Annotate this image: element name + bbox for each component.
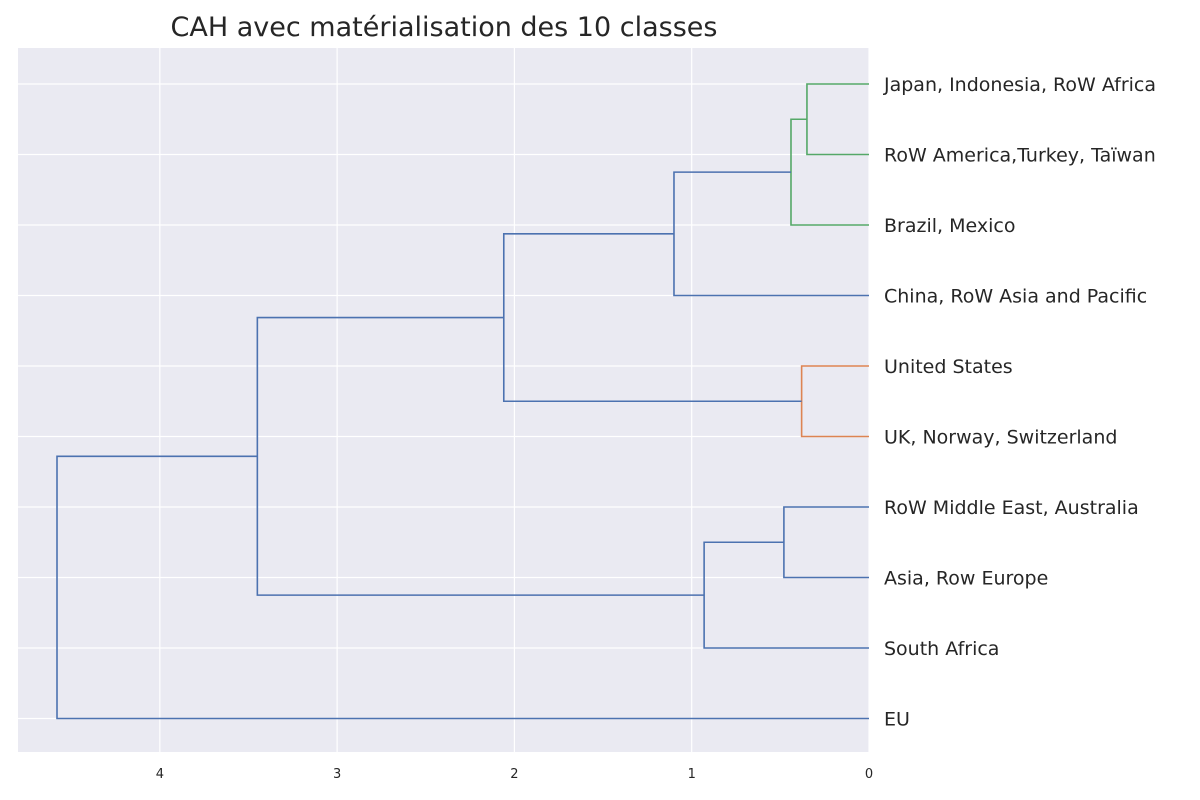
chart-title: CAH avec matérialisation des 10 classes xyxy=(170,12,718,43)
plot-area xyxy=(18,48,869,752)
x-axis-ticks: 4 3 2 1 0 xyxy=(156,767,873,782)
dendrogram-link xyxy=(256,316,705,596)
leaf-label: Brazil, Mexico xyxy=(884,215,1015,237)
leaf-label: China, RoW Asia and Pacific xyxy=(884,286,1147,308)
leaf-label: Asia, Row Europe xyxy=(884,568,1048,590)
leaf-labels: Japan, Indonesia, RoW Africa RoW America,… xyxy=(883,74,1156,731)
x-tick-label: 2 xyxy=(510,767,518,782)
x-tick-label: 4 xyxy=(156,767,164,782)
leaf-label: South Africa xyxy=(884,638,999,660)
dendrogram-link xyxy=(790,118,869,226)
leaf-label: RoW Middle East, Australia xyxy=(884,497,1139,519)
x-tick-label: 3 xyxy=(333,767,341,782)
leaf-label: UK, Norway, Switzerland xyxy=(884,427,1117,449)
dendrogram-link xyxy=(806,83,869,156)
leaf-label: RoW America,Turkey, Taïwan xyxy=(884,145,1156,167)
x-tick-label: 0 xyxy=(865,767,873,782)
leaf-label: Japan, Indonesia, RoW Africa xyxy=(883,74,1156,96)
leaf-label: United States xyxy=(884,356,1013,378)
leaf-label: EU xyxy=(884,709,910,731)
x-tick-label: 1 xyxy=(688,767,696,782)
dendrogram-link xyxy=(56,455,869,720)
dendrogram-link xyxy=(703,541,869,649)
dendrogram-links xyxy=(56,83,869,720)
